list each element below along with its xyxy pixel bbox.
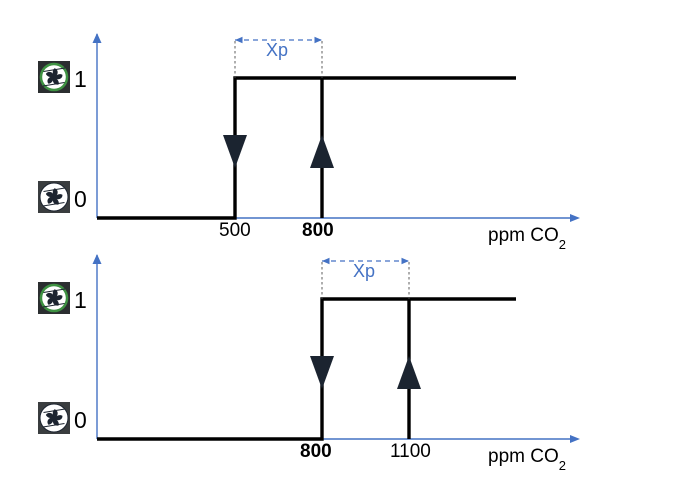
svg-text:0: 0 — [74, 186, 87, 212]
svg-text:800: 800 — [302, 220, 334, 241]
svg-text:1100: 1100 — [390, 441, 431, 462]
svg-text:ppm CO2: ppm CO2 — [488, 446, 566, 473]
svg-text:500: 500 — [219, 220, 251, 241]
svg-text:Xp: Xp — [353, 261, 375, 281]
svg-text:800: 800 — [300, 441, 332, 462]
svg-text:ppm CO2: ppm CO2 — [488, 225, 566, 252]
svg-text:1: 1 — [74, 287, 87, 313]
svg-text:1: 1 — [74, 66, 87, 92]
svg-text:Xp: Xp — [266, 40, 288, 60]
svg-text:0: 0 — [74, 407, 87, 433]
